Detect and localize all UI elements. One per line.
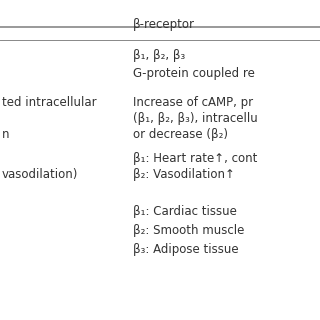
Text: β₁: Cardiac tissue: β₁: Cardiac tissue — [133, 205, 237, 218]
Text: Increase of cAMP, pr: Increase of cAMP, pr — [133, 96, 253, 109]
Text: (β₁, β₂, β₃), intracellu: (β₁, β₂, β₃), intracellu — [133, 112, 258, 125]
Text: β₃: Adipose tissue: β₃: Adipose tissue — [133, 243, 238, 256]
Text: ted intracellular: ted intracellular — [2, 96, 96, 109]
Text: or decrease (β₂): or decrease (β₂) — [133, 128, 228, 141]
Text: β₁: Heart rate↑, cont: β₁: Heart rate↑, cont — [133, 152, 257, 165]
Text: vasodilation): vasodilation) — [2, 168, 78, 181]
Text: β₂: Smooth muscle: β₂: Smooth muscle — [133, 224, 244, 237]
Text: β-receptor: β-receptor — [133, 18, 195, 31]
Text: β₂: Vasodilation↑: β₂: Vasodilation↑ — [133, 168, 235, 181]
Text: n: n — [2, 128, 9, 141]
Text: G-protein coupled re: G-protein coupled re — [133, 67, 255, 80]
Text: β₁, β₂, β₃: β₁, β₂, β₃ — [133, 49, 185, 62]
